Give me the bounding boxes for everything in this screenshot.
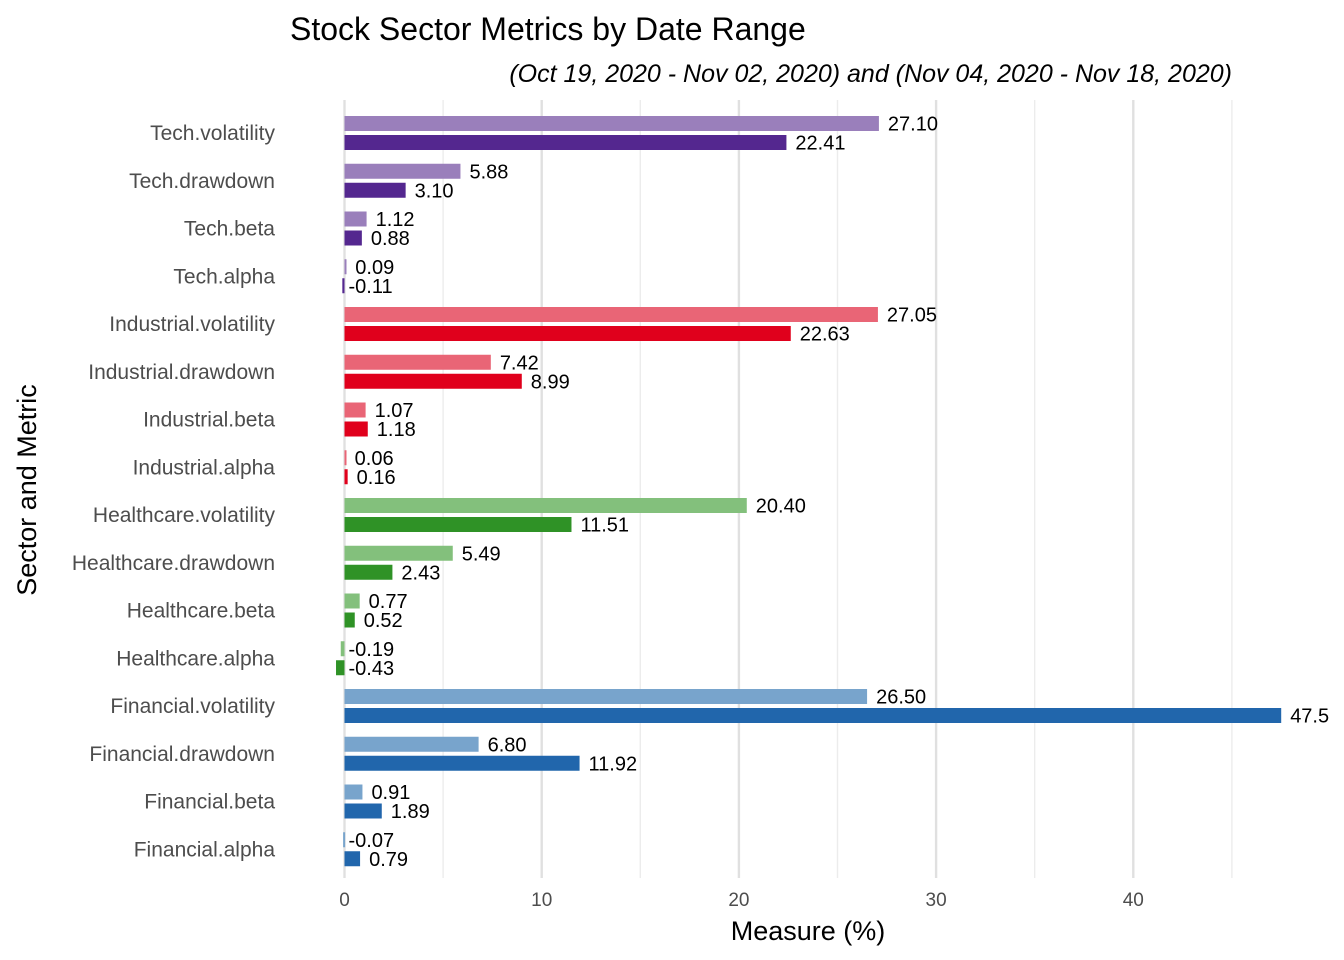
bar: [344, 402, 366, 418]
grid-lines: [343, 100, 1233, 878]
data-label: 1.12: [376, 209, 415, 231]
bar: [344, 517, 572, 532]
bar: [344, 564, 393, 580]
category-label: Industrial.drawdown: [88, 361, 275, 384]
bar: [344, 851, 361, 867]
category-label: Industrial.beta: [143, 409, 275, 432]
data-label: 0.52: [364, 610, 403, 632]
category-label: Tech.beta: [184, 218, 275, 241]
x-tick-label: 30: [926, 890, 947, 911]
bar: [343, 832, 346, 848]
bar: [344, 450, 347, 466]
bar: [336, 660, 345, 676]
x-tick-label: 20: [728, 890, 749, 911]
bar: [344, 545, 453, 561]
category-label: Healthcare.alpha: [116, 647, 275, 670]
data-label: 0.91: [371, 782, 410, 804]
category-label: Industrial.alpha: [133, 456, 276, 479]
bar: [344, 689, 868, 704]
bar: [344, 182, 406, 198]
bar: [344, 373, 522, 389]
x-tick-label: 0: [339, 890, 350, 911]
category-label: Tech.volatility: [150, 122, 275, 145]
bar: [340, 641, 345, 657]
bar: [344, 163, 461, 179]
data-label: 6.80: [488, 734, 527, 756]
category-label: Financial.alpha: [134, 838, 276, 861]
data-label: 0.77: [369, 591, 408, 613]
data-label: 7.42: [500, 352, 539, 374]
bar: [344, 612, 355, 628]
data-label: 1.89: [391, 801, 430, 823]
category-label: Financial.beta: [144, 791, 275, 814]
data-label: 11.51: [580, 515, 629, 537]
bar: [344, 326, 791, 341]
bar: [344, 469, 348, 485]
bar: [344, 498, 747, 513]
data-label: 5.88: [469, 161, 508, 183]
bar: [344, 354, 491, 370]
x-tick-labels: 0 10 20 30 40: [339, 890, 1144, 911]
data-label: 27.10: [888, 114, 938, 136]
data-label: 27.05: [887, 305, 937, 327]
data-label: 47.5: [1290, 706, 1329, 728]
data-label: 22.41: [795, 133, 845, 155]
bar: [344, 421, 368, 437]
bar: [344, 307, 878, 322]
category-label: Tech.drawdown: [129, 170, 275, 193]
category-label: Industrial.volatility: [109, 313, 275, 336]
bar: [344, 116, 879, 131]
bar: [342, 278, 345, 294]
data-label: 5.49: [462, 543, 501, 565]
bar: [344, 135, 787, 150]
category-label: Healthcare.beta: [127, 600, 276, 623]
data-label: 1.07: [375, 400, 414, 422]
bar: [344, 259, 347, 275]
data-label: 0.79: [369, 849, 408, 871]
chart-title: Stock Sector Metrics by Date Range: [290, 11, 806, 47]
category-label: Financial.volatility: [110, 695, 275, 718]
data-label: 0.16: [357, 467, 396, 489]
x-tick-label: 10: [531, 890, 552, 911]
category-label: Healthcare.volatility: [93, 504, 276, 527]
category-label: Tech.alpha: [173, 265, 275, 288]
data-label: 0.88: [371, 228, 410, 250]
data-label: -0.11: [349, 276, 393, 298]
data-label: 3.10: [415, 180, 454, 202]
data-label: 2.43: [401, 562, 440, 584]
data-label: 22.63: [800, 324, 850, 346]
bar: [344, 593, 360, 609]
category-label: Healthcare.drawdown: [72, 552, 275, 575]
bar: [344, 784, 363, 800]
x-tick-label: 40: [1123, 890, 1144, 911]
bar: [344, 736, 479, 752]
bar: [344, 230, 362, 246]
category-labels: Tech.volatility Tech.drawdown Tech.beta Tec…: [72, 122, 276, 861]
x-axis-title: Measure (%): [731, 916, 886, 946]
chart-subtitle: (Oct 19, 2020 - Nov 02, 2020) and (Nov 0…: [509, 60, 1232, 88]
data-label: 0.09: [355, 257, 394, 279]
bar: [344, 755, 580, 771]
data-label: -0.43: [349, 658, 395, 680]
bar: [344, 211, 367, 227]
data-label: 1.18: [377, 419, 416, 441]
data-label: 11.92: [589, 753, 638, 775]
category-label: Financial.drawdown: [89, 743, 275, 766]
data-label: 8.99: [531, 371, 570, 393]
data-label: -0.07: [349, 830, 395, 852]
data-label: 0.06: [355, 448, 394, 470]
bar: [344, 803, 382, 819]
y-axis-title: Sector and Metric: [12, 384, 42, 596]
bars: [336, 116, 1282, 867]
bar: [344, 708, 1282, 723]
data-label: 26.50: [876, 687, 926, 709]
value-labels: 27.10 22.41 5.88 3.101.120.88 0.09-0.11 27.05…: [349, 114, 1330, 871]
data-label: -0.19: [349, 639, 395, 661]
data-label: 20.40: [756, 496, 806, 518]
